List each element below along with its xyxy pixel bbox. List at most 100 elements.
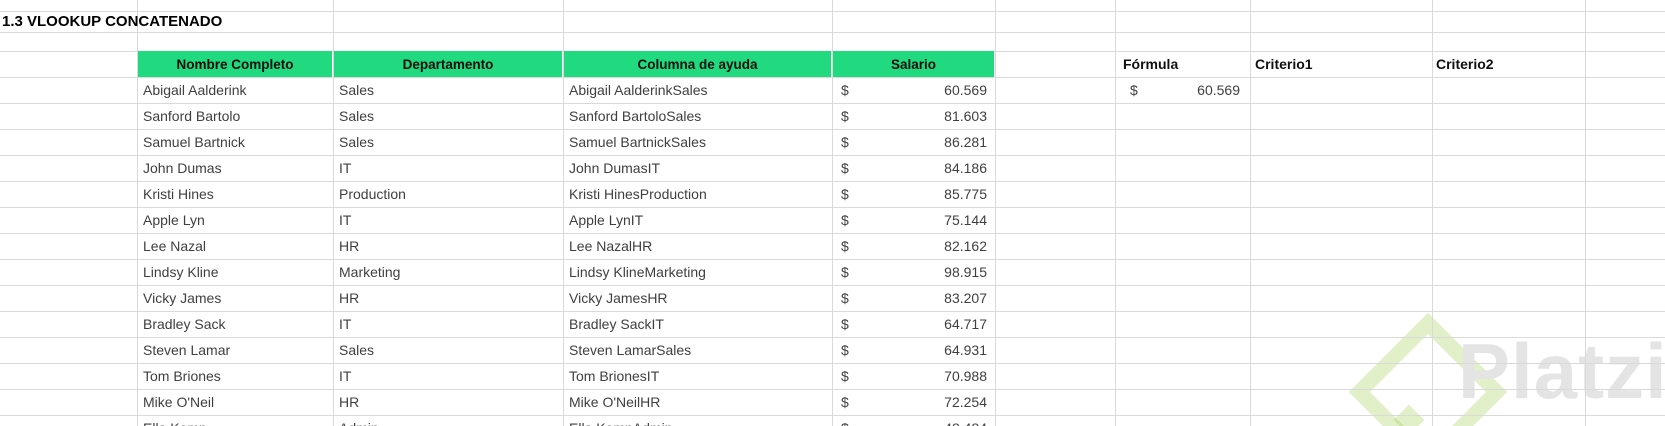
cell-name[interactable]: Lindsy Kline (143, 264, 219, 280)
cell-salary-currency[interactable]: $ (841, 316, 849, 332)
cell-department[interactable]: Production (339, 186, 406, 202)
cell-salary-currency[interactable]: $ (841, 160, 849, 176)
column-header-nombre-completo[interactable]: Nombre Completo (138, 51, 332, 77)
cell-helper-column[interactable]: Lindsy KlineMarketing (569, 264, 706, 280)
cell-department[interactable]: HR (339, 238, 360, 254)
cell-helper-column[interactable]: Samuel BartnickSales (569, 134, 706, 150)
header-criterio1[interactable]: Criterio1 (1255, 56, 1313, 72)
cell-salary-currency[interactable]: $ (841, 342, 849, 358)
cell-name[interactable]: Ella Kemp (143, 415, 207, 426)
gridline-vertical (995, 0, 996, 426)
cell-salary-currency[interactable]: $ (841, 108, 849, 124)
header-criterio2[interactable]: Criterio2 (1436, 56, 1494, 72)
cell-helper-column[interactable]: Ella KempAdmin (569, 415, 673, 426)
gridline-vertical (137, 0, 138, 426)
cell-helper-column[interactable]: Apple LynIT (569, 212, 644, 228)
cell-department[interactable]: Admin (339, 415, 379, 426)
cell-department[interactable]: HR (339, 394, 360, 410)
table-row: Mike O'Neil HR Mike O'NeilHR $ 72.254 (0, 389, 1665, 415)
cell-name[interactable]: Abigail Aalderink (143, 82, 247, 98)
cell-helper-column[interactable]: Mike O'NeilHR (569, 394, 661, 410)
gridline-vertical (563, 0, 564, 426)
cell-name[interactable]: Vicky James (143, 290, 222, 306)
cell-salary-currency[interactable]: $ (841, 394, 849, 410)
cell-salary-currency[interactable]: $ (841, 368, 849, 384)
cell-salary-amount[interactable]: 85.775 (944, 186, 987, 202)
cell-salary-amount[interactable]: 64.717 (944, 316, 987, 332)
cell-salary-amount[interactable]: 83.207 (944, 290, 987, 306)
cell-salary-amount[interactable]: 72.254 (944, 394, 987, 410)
cell-helper-column[interactable]: Sanford BartoloSales (569, 108, 702, 124)
table-row: Samuel Bartnick Sales Samuel BartnickSal… (0, 129, 1665, 155)
header-formula[interactable]: Fórmula (1123, 56, 1179, 72)
cell-salary-amount[interactable]: 81.603 (944, 108, 987, 124)
gridline-vertical (333, 0, 334, 426)
cell-name[interactable]: Tom Briones (143, 368, 221, 384)
gridline-vertical (1250, 0, 1251, 426)
sheet-title-cell[interactable]: 1.3 VLOOKUP CONCATENADO (2, 13, 223, 30)
cell-department[interactable]: IT (339, 160, 352, 176)
table-row: Ella Kemp Admin Ella KempAdmin $ 48.484 (0, 415, 1665, 426)
table-row: Kristi Hines Production Kristi HinesProd… (0, 181, 1665, 207)
cell-salary-currency[interactable]: $ (841, 134, 849, 150)
cell-helper-column[interactable]: Tom BrionesIT (569, 368, 660, 384)
cell-department[interactable]: IT (339, 316, 352, 332)
table-row: Vicky James HR Vicky JamesHR $ 83.207 (0, 285, 1665, 311)
cell-department[interactable]: Marketing (339, 264, 401, 280)
cell-name[interactable]: John Dumas (143, 160, 222, 176)
cell-name[interactable]: Sanford Bartolo (143, 108, 241, 124)
cell-salary-amount[interactable]: 64.931 (944, 342, 987, 358)
formula-value-currency[interactable]: $ (1130, 82, 1138, 98)
cell-department[interactable]: IT (339, 368, 352, 384)
table-row: Apple Lyn IT Apple LynIT $ 75.144 (0, 207, 1665, 233)
cell-helper-column[interactable]: John DumasIT (569, 160, 661, 176)
cell-department[interactable]: Sales (339, 342, 375, 358)
cell-name[interactable]: Apple Lyn (143, 212, 205, 228)
gridline-vertical (1115, 0, 1116, 426)
table-row: Abigail Aalderink Sales Abigail Aalderin… (0, 77, 1665, 103)
cell-helper-column[interactable]: Vicky JamesHR (569, 290, 668, 306)
cell-name[interactable]: Kristi Hines (143, 186, 214, 202)
cell-helper-column[interactable]: Bradley SackIT (569, 316, 664, 332)
gridline-vertical (1432, 0, 1433, 426)
cell-department[interactable]: Sales (339, 134, 375, 150)
cell-name[interactable]: Mike O'Neil (143, 394, 215, 410)
cell-salary-currency[interactable]: $ (841, 415, 849, 426)
cell-salary-amount[interactable]: 70.988 (944, 368, 987, 384)
cell-salary-amount[interactable]: 48.484 (860, 415, 987, 426)
cell-name[interactable]: Steven Lamar (143, 342, 231, 358)
cell-department[interactable]: Sales (339, 82, 375, 98)
column-header-columna-de-ayuda[interactable]: Columna de ayuda (564, 51, 831, 77)
cell-helper-column[interactable]: Abigail AalderinkSales (569, 82, 708, 98)
gridline-vertical (832, 0, 833, 426)
cell-salary-currency[interactable]: $ (841, 264, 849, 280)
gridline-vertical (1585, 0, 1586, 426)
cell-helper-column[interactable]: Lee NazalHR (569, 238, 653, 254)
column-header-departamento[interactable]: Departamento (334, 51, 562, 77)
cell-name[interactable]: Lee Nazal (143, 238, 207, 254)
cell-salary-amount[interactable]: 60.569 (944, 82, 987, 98)
cell-department[interactable]: IT (339, 212, 352, 228)
column-header-salario[interactable]: Salario (833, 51, 994, 77)
cell-salary-currency[interactable]: $ (841, 238, 849, 254)
cell-department[interactable]: Sales (339, 108, 375, 124)
cell-salary-amount[interactable]: 84.186 (944, 160, 987, 176)
formula-value-amount[interactable]: 60.569 (1197, 82, 1240, 98)
cell-salary-currency[interactable]: $ (841, 82, 849, 98)
cell-salary-amount[interactable]: 82.162 (944, 238, 987, 254)
cell-salary-currency[interactable]: $ (841, 212, 849, 228)
cell-salary-currency[interactable]: $ (841, 186, 849, 202)
cell-department[interactable]: HR (339, 290, 360, 306)
cell-name[interactable]: Bradley Sack (143, 316, 226, 332)
cell-helper-column[interactable]: Steven LamarSales (569, 342, 692, 358)
cell-salary-currency[interactable]: $ (841, 290, 849, 306)
cell-salary-amount[interactable]: 86.281 (944, 134, 987, 150)
cell-salary-amount[interactable]: 75.144 (944, 212, 987, 228)
table-row: Lee Nazal HR Lee NazalHR $ 82.162 (0, 233, 1665, 259)
cell-name[interactable]: Samuel Bartnick (143, 134, 245, 150)
cell-helper-column[interactable]: Kristi HinesProduction (569, 186, 707, 202)
table-row: Steven Lamar Sales Steven LamarSales $ 6… (0, 337, 1665, 363)
cell-salary-amount[interactable]: 98.915 (944, 264, 987, 280)
table-row: Sanford Bartolo Sales Sanford BartoloSal… (0, 103, 1665, 129)
